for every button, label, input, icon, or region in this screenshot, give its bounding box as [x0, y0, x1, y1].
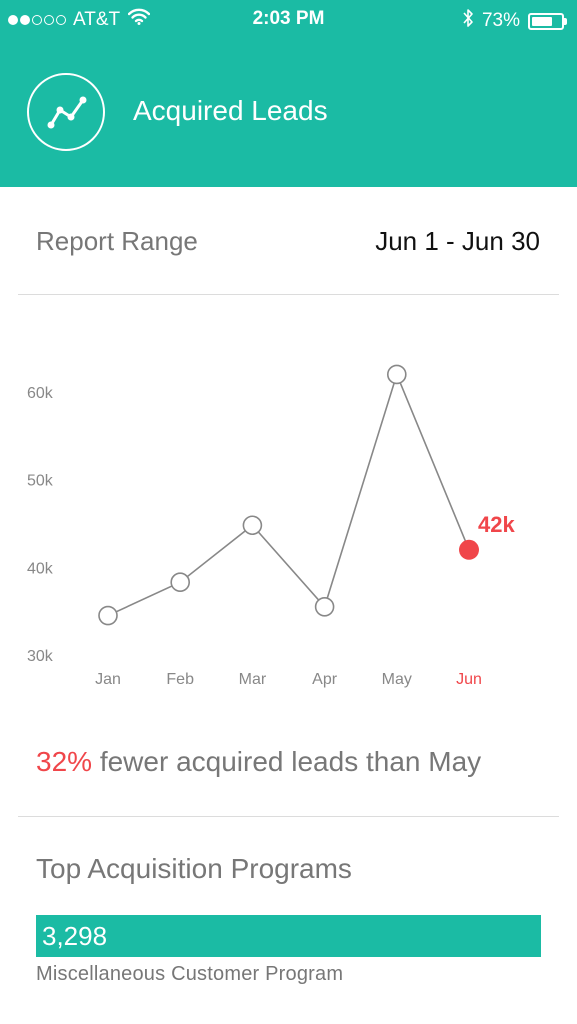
- data-point: [314, 596, 335, 617]
- wifi-icon: [127, 8, 151, 31]
- summary-percent: 32%: [36, 746, 93, 777]
- summary-text: 32% fewer acquired leads than May: [36, 746, 481, 778]
- x-tick-label: Jun: [456, 671, 482, 688]
- program-bar[interactable]: [36, 915, 541, 957]
- page-title: Acquired Leads: [133, 95, 328, 126]
- signal-strength-icon: [8, 14, 66, 25]
- program-name: Miscellaneous Customer Program: [36, 963, 344, 985]
- status-bar: AT&T 2:03 PM 73%: [0, 0, 577, 40]
- y-tick-label: 60k: [27, 385, 54, 402]
- x-tick-label: Mar: [239, 671, 267, 688]
- report-range-value[interactable]: Jun 1 - Jun 30: [375, 226, 540, 256]
- app-header: AT&T 2:03 PM 73%: [0, 0, 577, 187]
- signal-dot: [8, 14, 18, 25]
- y-tick-label: 40k: [27, 560, 54, 577]
- divider: [18, 816, 559, 817]
- program-value: 3,298: [42, 921, 108, 951]
- x-tick-label: Feb: [166, 671, 194, 688]
- data-point: [386, 364, 407, 385]
- bluetooth-icon: [462, 8, 474, 34]
- signal-dot: [20, 14, 30, 25]
- signal-dot: [56, 14, 66, 25]
- x-tick-label: Apr: [312, 671, 338, 688]
- leads-line-chart: 30k 40k 50k 60k 42k Jan Feb Mar Apr May Jun: [27, 364, 515, 688]
- status-right: 73%: [462, 8, 567, 34]
- signal-dot: [44, 14, 54, 25]
- programs-title: Top Acquisition Programs: [36, 853, 352, 884]
- summary-description: fewer acquired leads than May: [92, 746, 482, 777]
- data-point: [98, 605, 118, 626]
- divider: [18, 294, 559, 295]
- data-point: [242, 515, 263, 536]
- data-point-highlight: [459, 539, 479, 560]
- line-chart-icon[interactable]: [27, 73, 105, 151]
- data-point: [170, 572, 190, 593]
- status-time: 2:03 PM: [252, 8, 325, 29]
- carrier-label: AT&T: [73, 8, 121, 30]
- signal-dot: [32, 14, 42, 25]
- battery-icon: [528, 12, 567, 30]
- x-tick-label: Jan: [95, 671, 121, 688]
- y-tick-label: 30k: [27, 648, 54, 665]
- series-line: [107, 372, 470, 617]
- status-left: AT&T: [8, 8, 151, 31]
- y-tick-label: 50k: [27, 473, 54, 490]
- x-tick-label: May: [382, 671, 412, 688]
- data-label: 42k: [478, 512, 515, 537]
- report-range-label: Report Range: [36, 226, 198, 256]
- battery-percent: 73%: [481, 10, 520, 31]
